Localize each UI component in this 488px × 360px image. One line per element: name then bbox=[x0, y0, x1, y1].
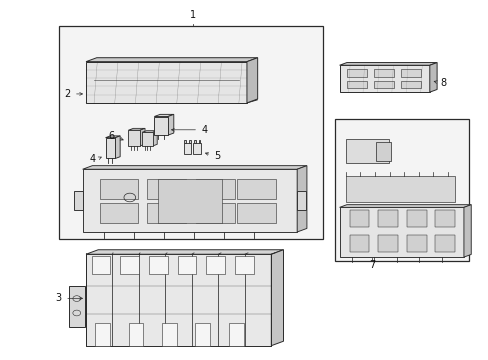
Bar bbox=[82, 169, 297, 232]
Bar bbox=[339, 65, 429, 92]
Bar bbox=[373, 81, 393, 88]
Polygon shape bbox=[271, 250, 283, 346]
Bar bbox=[237, 203, 275, 222]
Bar bbox=[100, 203, 138, 222]
Bar bbox=[142, 132, 153, 146]
Bar bbox=[74, 191, 82, 210]
Bar bbox=[91, 256, 110, 274]
Bar bbox=[59, 26, 322, 239]
Polygon shape bbox=[82, 166, 306, 169]
Bar bbox=[235, 256, 253, 274]
Polygon shape bbox=[115, 136, 120, 158]
Bar bbox=[86, 254, 271, 346]
Polygon shape bbox=[86, 250, 283, 254]
Bar bbox=[345, 139, 388, 163]
Text: 5: 5 bbox=[214, 150, 221, 161]
Bar bbox=[434, 235, 454, 252]
Polygon shape bbox=[86, 100, 257, 103]
Bar bbox=[193, 143, 201, 154]
Bar bbox=[434, 210, 454, 227]
Polygon shape bbox=[140, 129, 145, 146]
Polygon shape bbox=[167, 114, 173, 135]
Bar bbox=[198, 140, 200, 143]
Bar bbox=[339, 207, 463, 257]
Bar bbox=[346, 81, 366, 88]
Bar bbox=[147, 203, 185, 222]
Bar bbox=[105, 138, 115, 158]
Bar bbox=[377, 210, 397, 227]
Bar bbox=[297, 191, 305, 210]
Polygon shape bbox=[105, 136, 120, 138]
Polygon shape bbox=[429, 63, 436, 92]
Text: 7: 7 bbox=[368, 260, 375, 270]
Bar bbox=[120, 256, 139, 274]
Bar bbox=[147, 179, 185, 199]
Bar bbox=[196, 179, 234, 199]
Bar bbox=[349, 210, 368, 227]
Bar bbox=[158, 179, 222, 222]
Bar bbox=[177, 256, 196, 274]
Bar bbox=[183, 143, 191, 154]
Bar bbox=[154, 117, 167, 135]
Polygon shape bbox=[246, 58, 257, 103]
Polygon shape bbox=[339, 205, 470, 207]
Bar bbox=[349, 235, 368, 252]
Bar bbox=[400, 69, 420, 77]
Text: 8: 8 bbox=[440, 78, 446, 88]
Bar bbox=[189, 140, 190, 143]
Bar bbox=[206, 256, 224, 274]
Bar bbox=[196, 203, 234, 222]
Bar bbox=[128, 323, 143, 346]
Bar bbox=[334, 119, 468, 261]
Polygon shape bbox=[297, 166, 306, 232]
Bar bbox=[237, 179, 275, 199]
Polygon shape bbox=[128, 129, 145, 130]
Bar bbox=[400, 81, 420, 88]
Polygon shape bbox=[86, 58, 257, 62]
Bar bbox=[69, 286, 84, 327]
Bar bbox=[95, 323, 110, 346]
Text: 4: 4 bbox=[201, 125, 207, 135]
Bar bbox=[100, 179, 138, 199]
Bar bbox=[345, 176, 454, 202]
Polygon shape bbox=[339, 63, 436, 65]
Bar bbox=[184, 140, 185, 143]
Bar bbox=[406, 235, 426, 252]
Polygon shape bbox=[463, 205, 470, 257]
Bar bbox=[195, 323, 210, 346]
Bar bbox=[162, 323, 177, 346]
Text: 1: 1 bbox=[190, 10, 196, 20]
Polygon shape bbox=[154, 114, 173, 117]
Text: 3: 3 bbox=[55, 293, 61, 303]
Text: 4: 4 bbox=[89, 154, 95, 164]
Polygon shape bbox=[142, 131, 157, 132]
Bar bbox=[377, 235, 397, 252]
Bar bbox=[375, 141, 391, 161]
Text: 2: 2 bbox=[64, 89, 70, 99]
Text: 6: 6 bbox=[109, 131, 115, 141]
Bar bbox=[228, 323, 243, 346]
Bar bbox=[373, 69, 393, 77]
Bar bbox=[194, 140, 195, 143]
Bar bbox=[128, 130, 140, 146]
Polygon shape bbox=[153, 131, 157, 146]
Bar bbox=[406, 210, 426, 227]
Polygon shape bbox=[86, 62, 246, 103]
Bar bbox=[149, 256, 167, 274]
Bar bbox=[346, 69, 366, 77]
